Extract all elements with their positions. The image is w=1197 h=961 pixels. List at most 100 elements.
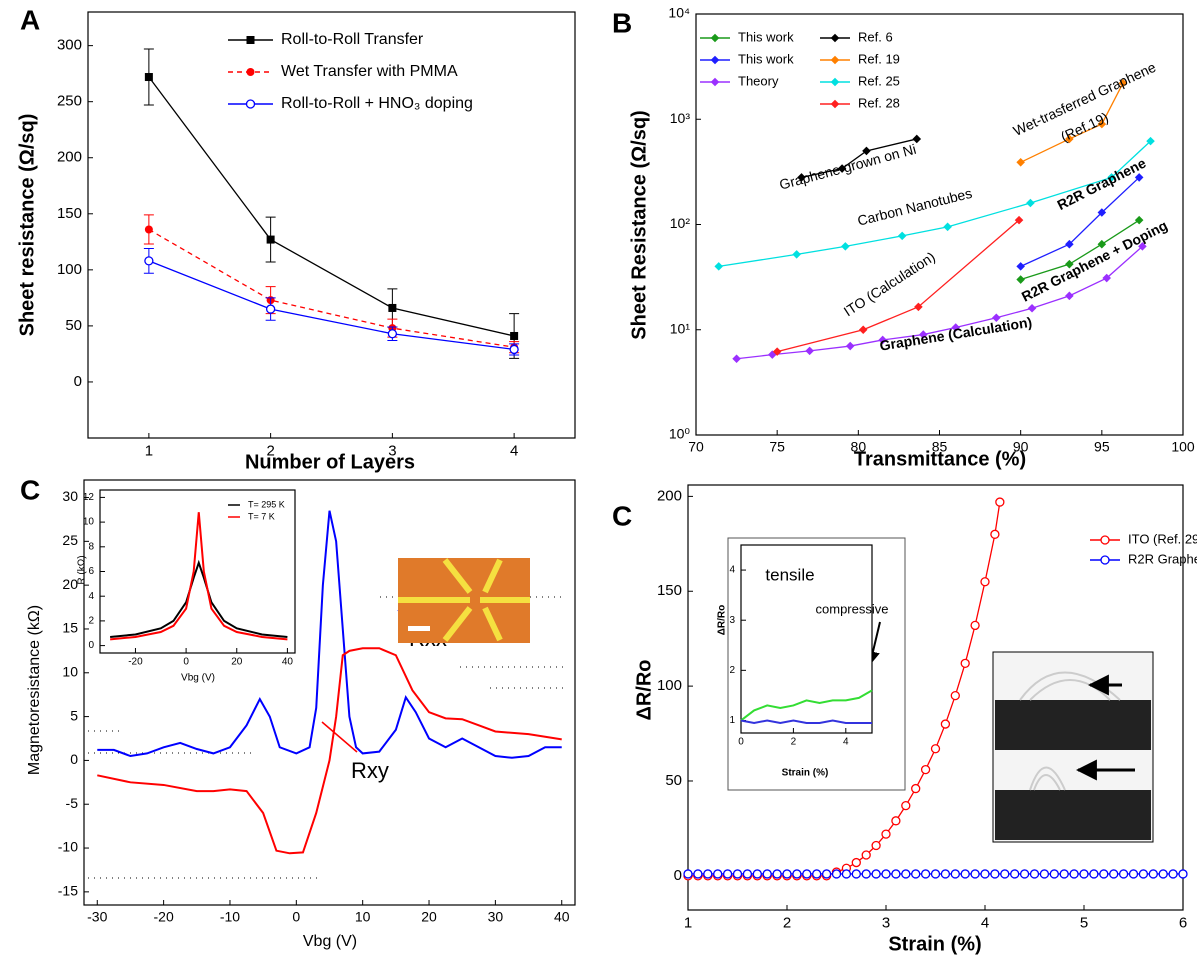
marker bbox=[1014, 215, 1024, 225]
marker bbox=[901, 869, 911, 879]
y-tick-label: 300 bbox=[57, 37, 82, 54]
legend-label: Theory bbox=[738, 73, 779, 88]
y-tick-label: 1 bbox=[729, 715, 735, 726]
x-axis-label: Number of Layers bbox=[245, 451, 415, 473]
x-tick-label: -10 bbox=[220, 908, 240, 924]
marker bbox=[1128, 869, 1139, 879]
x-tick-label: 2 bbox=[783, 914, 791, 931]
legend-label: Wet Transfer with PMMA bbox=[281, 63, 458, 80]
series-line bbox=[1020, 82, 1124, 163]
x-tick-label: 75 bbox=[769, 438, 785, 454]
annotation: Rxy bbox=[351, 758, 389, 783]
y-axis-label: R (kΩ) bbox=[77, 555, 88, 584]
x-tick-label: 1 bbox=[684, 914, 692, 931]
marker bbox=[1026, 198, 1035, 208]
marker bbox=[1000, 869, 1010, 879]
legend-label: Roll-to-Roll + HNO₃ doping bbox=[281, 95, 473, 112]
marker bbox=[1065, 239, 1074, 249]
marker bbox=[897, 231, 907, 241]
marker bbox=[841, 869, 852, 879]
legend-label: T= 295 K bbox=[248, 499, 285, 509]
annotation: R2R Graphene + Doping bbox=[1019, 217, 1170, 305]
y-tick-label: 3 bbox=[729, 615, 735, 626]
marker bbox=[1029, 869, 1040, 879]
y-tick-label: 30 bbox=[62, 488, 78, 504]
marker bbox=[930, 744, 941, 754]
marker bbox=[871, 869, 881, 879]
legend-label: Ref. 6 bbox=[858, 29, 893, 44]
y-tick-label: 250 bbox=[57, 93, 82, 110]
y-tick-label: 200 bbox=[57, 149, 82, 166]
marker bbox=[388, 303, 397, 312]
marker bbox=[1146, 136, 1155, 146]
marker bbox=[992, 313, 1001, 323]
x-tick-label: 2 bbox=[266, 442, 274, 459]
marker bbox=[881, 869, 891, 879]
x-tick-label: 3 bbox=[882, 914, 890, 931]
marker bbox=[752, 869, 762, 879]
marker bbox=[943, 222, 952, 232]
marker bbox=[1102, 273, 1111, 283]
x-axis-label: Vbg (V) bbox=[181, 673, 215, 684]
marker bbox=[1079, 869, 1089, 879]
y-axis-label: Sheet resistance (Ω/sq) bbox=[16, 114, 38, 337]
marker bbox=[782, 869, 792, 879]
y-tick-label: 100 bbox=[57, 261, 82, 278]
marker bbox=[1027, 303, 1037, 313]
series-line bbox=[736, 245, 1143, 360]
y-tick-label: 0 bbox=[88, 640, 94, 651]
marker bbox=[1016, 158, 1025, 167]
y-tick-label: 2 bbox=[88, 616, 94, 627]
marker bbox=[911, 783, 921, 794]
y-axis-label: ΔR/Ro bbox=[717, 605, 728, 636]
marker bbox=[792, 869, 802, 879]
marker bbox=[1049, 869, 1059, 879]
y-tick-label: 5 bbox=[70, 707, 78, 723]
marker bbox=[144, 73, 153, 82]
y-axis-label: ΔR/Ro bbox=[633, 659, 655, 720]
x-tick-label: 85 bbox=[932, 438, 948, 454]
series-line bbox=[97, 647, 562, 855]
series-line bbox=[148, 228, 515, 348]
y-tick-label: 10⁴ bbox=[668, 5, 690, 21]
panel-letter: C bbox=[20, 474, 40, 505]
marker bbox=[246, 68, 255, 76]
y-tick-label: 25 bbox=[62, 532, 78, 548]
series-line bbox=[97, 510, 562, 759]
panel-letter: A bbox=[20, 4, 40, 35]
marker bbox=[821, 869, 832, 879]
y-tick-label: 4 bbox=[88, 591, 94, 602]
legend-label: R2R Graphene bbox=[1128, 551, 1197, 566]
marker bbox=[881, 829, 891, 839]
marker bbox=[901, 800, 911, 811]
legend-label: Roll-to-Roll Transfer bbox=[281, 31, 424, 48]
y-tick-label: 50 bbox=[665, 772, 682, 789]
marker bbox=[710, 33, 720, 43]
marker bbox=[912, 134, 922, 144]
x-tick-label: 20 bbox=[231, 657, 243, 668]
legend-label: Ref. 28 bbox=[858, 95, 900, 110]
marker bbox=[1118, 78, 1128, 88]
marker bbox=[914, 302, 923, 312]
marker bbox=[891, 816, 901, 826]
x-tick-label: 0 bbox=[183, 657, 189, 668]
marker bbox=[1097, 208, 1107, 217]
marker bbox=[861, 869, 871, 879]
device-photo bbox=[398, 558, 530, 643]
marker bbox=[1134, 173, 1144, 182]
y-tick-label: 6 bbox=[88, 566, 94, 577]
marker bbox=[732, 869, 743, 879]
marker bbox=[891, 869, 901, 879]
marker bbox=[980, 869, 990, 879]
marker bbox=[1100, 535, 1110, 545]
x-tick-label: 40 bbox=[554, 908, 570, 924]
x-tick-label: 20 bbox=[421, 908, 437, 924]
series-line bbox=[1020, 219, 1140, 281]
y-tick-label: 10⁰ bbox=[669, 426, 691, 442]
marker bbox=[1065, 291, 1074, 301]
inset-background bbox=[741, 545, 872, 733]
marker bbox=[802, 869, 812, 879]
series-line bbox=[777, 219, 1020, 353]
marker bbox=[995, 497, 1005, 507]
series-line bbox=[110, 512, 288, 641]
